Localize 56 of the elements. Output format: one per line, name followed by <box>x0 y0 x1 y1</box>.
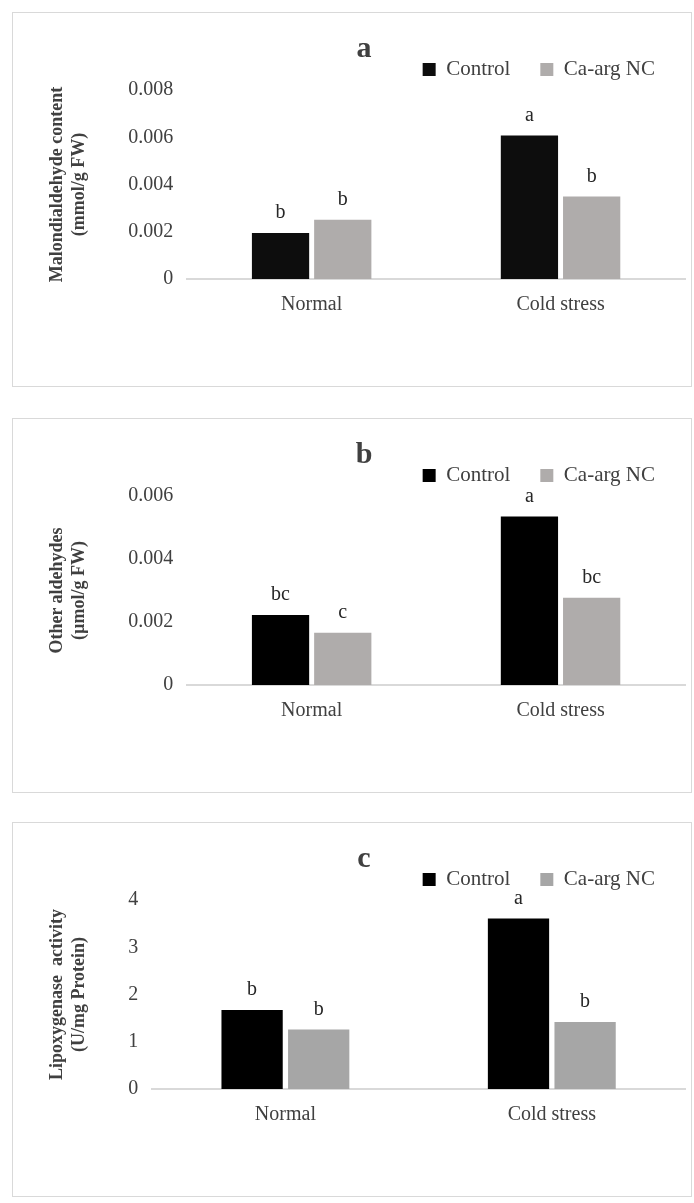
bar <box>314 219 372 279</box>
bar <box>500 516 559 685</box>
y-axis-title: Other aldehydes (µmol/g FW) <box>46 527 90 654</box>
x-tick-label: Normal <box>281 292 343 315</box>
x-tick-label: Normal <box>281 698 343 721</box>
bar <box>563 597 621 685</box>
data-label: bc <box>582 564 602 587</box>
y-tick-label: 0.002 <box>128 609 174 632</box>
bar <box>563 196 621 279</box>
x-tick-label: Cold stress <box>516 698 605 721</box>
chart-title: b <box>355 435 373 469</box>
legend-label: Control <box>446 866 511 891</box>
bar <box>487 918 550 1089</box>
y-tick-label: 0.004 <box>128 171 174 194</box>
data-label: b <box>313 996 324 1019</box>
bar <box>251 232 310 279</box>
legend-label: Ca-arg NC <box>563 462 656 487</box>
y-tick-label: 0.004 <box>128 546 174 569</box>
y-tick-label: 4 <box>128 887 139 910</box>
legend-label: Control <box>446 56 511 81</box>
bar <box>221 1010 283 1089</box>
data-label: bc <box>271 582 291 605</box>
y-tick-label: 0.006 <box>128 124 174 147</box>
data-label: b <box>275 200 286 223</box>
y-tick-label: 0 <box>163 266 174 289</box>
data-label: a <box>524 102 534 125</box>
data-label: b <box>586 163 597 186</box>
y-tick-label: 1 <box>128 1029 139 1051</box>
y-tick-label: 2 <box>128 981 139 1004</box>
y-axis-title: Malondialdehyde content (mmol/g FW) <box>46 86 90 283</box>
chart-title: a <box>356 29 372 63</box>
y-tick-label: 0.006 <box>128 483 174 506</box>
bar <box>251 615 310 685</box>
data-label: b <box>337 186 348 209</box>
x-tick-label: Normal <box>254 1102 317 1125</box>
bar <box>288 1029 350 1089</box>
legend-label: Ca-arg NC <box>563 866 656 891</box>
data-label: b <box>247 977 258 1000</box>
x-tick-label: Cold stress <box>507 1102 597 1125</box>
y-tick-label: 0.008 <box>128 77 174 100</box>
bar <box>554 1021 616 1089</box>
data-label: c <box>338 599 348 622</box>
y-tick-label: 0 <box>163 672 174 695</box>
bar <box>500 135 559 279</box>
y-tick-label: 0 <box>128 1076 139 1099</box>
y-axis-title: Lipoxygenase activity (U/mg Protein) <box>46 909 90 1080</box>
chart-title: c <box>357 839 371 873</box>
x-tick-label: Cold stress <box>516 292 605 315</box>
legend-label: Ca-arg NC <box>563 56 656 81</box>
legend-label: Control <box>446 462 511 487</box>
y-tick-label: 0.002 <box>128 219 174 241</box>
data-label: b <box>580 989 591 1012</box>
bar <box>314 632 372 685</box>
data-label: a <box>524 483 534 506</box>
y-tick-label: 3 <box>128 934 139 957</box>
data-label: a <box>514 885 524 908</box>
